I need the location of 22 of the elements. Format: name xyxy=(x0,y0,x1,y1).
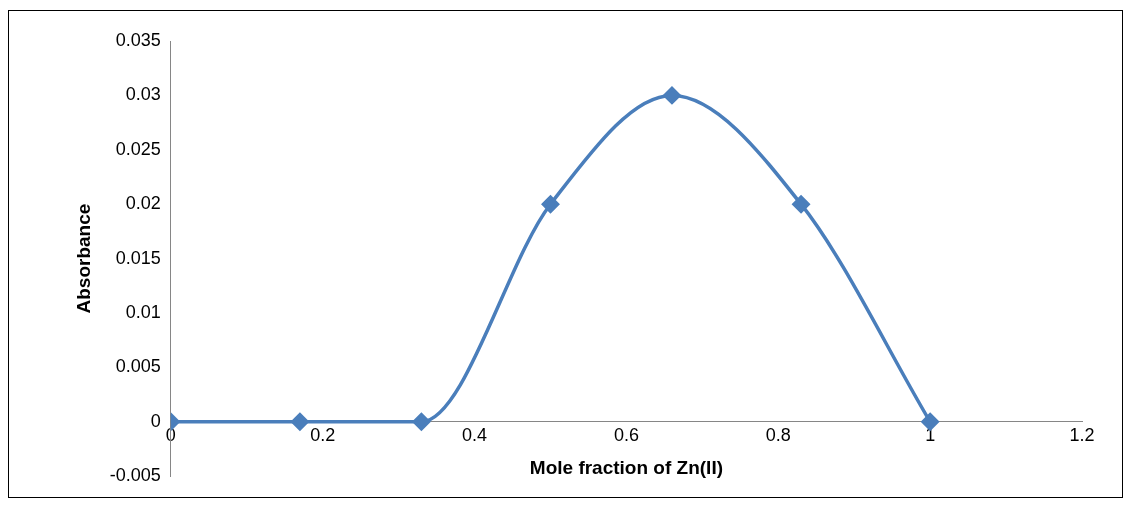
point xyxy=(541,195,560,213)
x-tick-label: 0.6 xyxy=(613,424,639,445)
x-axis-title: Mole fraction of Zn(II) xyxy=(529,457,723,479)
point xyxy=(291,413,309,431)
y-tick-label: -0.005 xyxy=(109,465,161,486)
point xyxy=(663,86,681,105)
y-tick-label: 0.03 xyxy=(125,84,161,105)
y-tick-label: 0.02 xyxy=(125,193,161,214)
y-tick-label: 0.035 xyxy=(115,29,161,50)
y-tick-label: 0 xyxy=(150,410,161,431)
point xyxy=(412,413,431,431)
y-axis-title: Absorbance xyxy=(72,203,94,314)
x-tick-label: 0.2 xyxy=(310,424,336,445)
x-tick-label: 0.8 xyxy=(765,424,791,445)
x-tick-label: 1.2 xyxy=(1069,424,1095,445)
y-tick-label: 0.01 xyxy=(125,301,161,322)
y-tick-label: 0.015 xyxy=(115,247,161,268)
point xyxy=(921,413,939,431)
y-tick-label: 0.005 xyxy=(115,356,161,377)
point xyxy=(792,195,810,213)
y-tick-label: 0.025 xyxy=(115,138,161,159)
x-tick-label: 0.4 xyxy=(462,424,488,445)
